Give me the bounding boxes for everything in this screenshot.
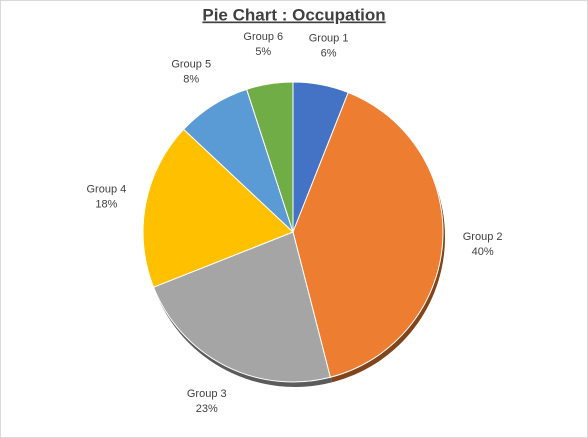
slice	[292, 91, 444, 378]
category-label: Group 6	[243, 31, 283, 43]
value-label: 6%	[321, 47, 337, 59]
slice	[246, 81, 294, 233]
category-label: Group 5	[171, 58, 211, 70]
category-label: Group 3	[187, 388, 227, 400]
category-label: Group 2	[463, 231, 503, 243]
chart-title: Pie Chart : Occupation	[202, 5, 385, 24]
slice	[152, 231, 331, 383]
value-label: 40%	[472, 246, 494, 258]
category-label: Group 4	[86, 183, 126, 195]
value-label: 23%	[196, 403, 218, 415]
value-label: 5%	[255, 46, 271, 58]
slice	[142, 128, 294, 288]
value-label: 8%	[183, 73, 199, 85]
value-label: 18%	[95, 198, 117, 210]
category-label: Group 1	[309, 32, 349, 44]
